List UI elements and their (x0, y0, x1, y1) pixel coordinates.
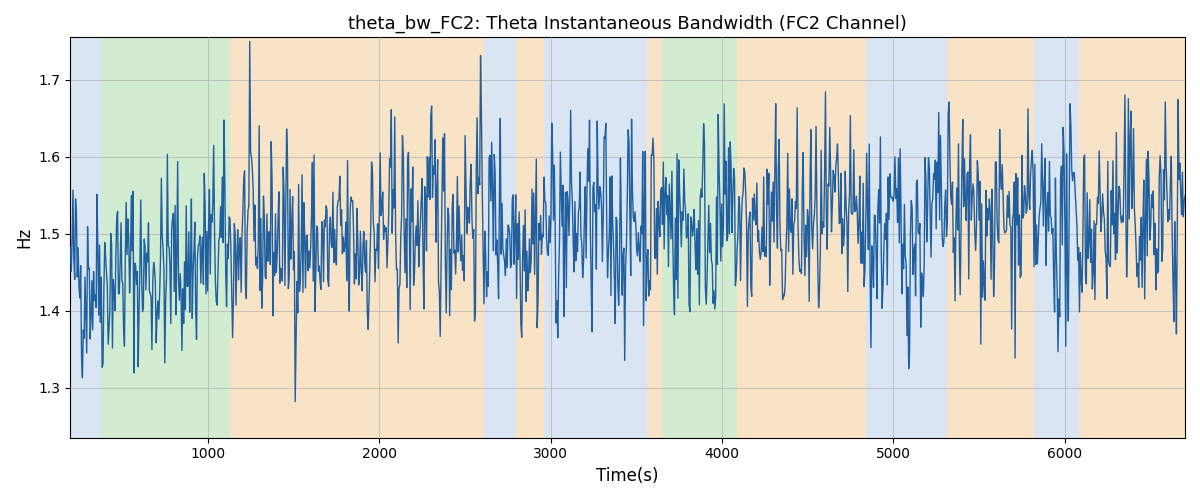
Bar (516, 38, 544, 438)
Bar (1034, 38, 1079, 438)
Bar (230, 38, 484, 438)
Bar (647, 38, 662, 438)
Y-axis label: Hz: Hz (14, 227, 32, 248)
Bar (866, 38, 947, 438)
Bar (544, 38, 647, 438)
X-axis label: Time(s): Time(s) (596, 467, 659, 485)
Bar (662, 38, 738, 438)
Bar (947, 38, 1034, 438)
Bar (71, 38, 101, 438)
Bar (1079, 38, 1186, 438)
Title: theta_bw_FC2: Theta Instantaneous Bandwidth (FC2 Channel): theta_bw_FC2: Theta Instantaneous Bandwi… (348, 15, 907, 34)
Bar (738, 38, 866, 438)
Bar (101, 38, 230, 438)
Bar (484, 38, 516, 438)
